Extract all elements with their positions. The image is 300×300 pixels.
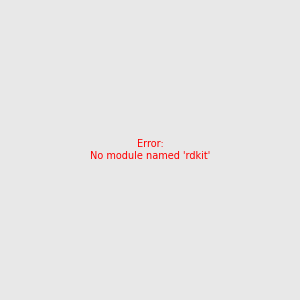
Text: Error:
No module named 'rdkit': Error: No module named 'rdkit' <box>90 139 210 161</box>
